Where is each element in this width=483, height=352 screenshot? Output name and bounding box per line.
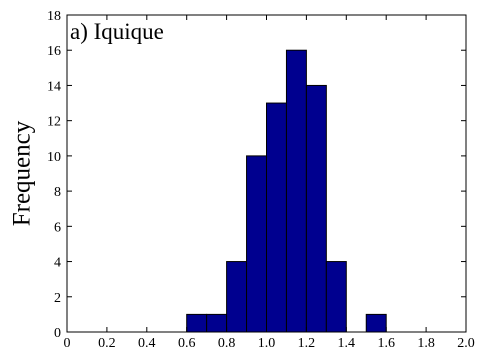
histogram-bar <box>226 261 248 333</box>
x-tick-label: 0 <box>64 336 71 351</box>
y-tick-label: 6 <box>54 220 61 235</box>
histogram-bar <box>246 155 268 333</box>
x-tick-label: 0.2 <box>98 336 116 351</box>
histogram-bar <box>206 313 228 333</box>
y-tick-label: 18 <box>47 9 61 24</box>
x-tick-label: 2.0 <box>457 336 475 351</box>
plot-frame <box>66 14 467 333</box>
y-axis-label: Frequency <box>9 120 36 226</box>
histogram-bar <box>325 261 347 333</box>
y-tick-label: 4 <box>54 256 61 271</box>
panel-label: a) Iquique <box>70 19 164 44</box>
y-tick-label: 14 <box>47 79 61 94</box>
x-tick-label: 0.8 <box>218 336 236 351</box>
x-tick-label: 1.8 <box>417 336 435 351</box>
histogram-bar <box>305 84 327 333</box>
histogram-bar <box>365 313 387 333</box>
y-tick-label: 10 <box>47 150 61 165</box>
y-tick-label: 2 <box>54 291 61 306</box>
x-tick-label: 1.4 <box>338 336 356 351</box>
ticks-layer: 0 0.2 0.4 0.6 0.8 1.0 1.2 1.4 1.6 1.8 2.0 0 2 4 6 8 10 12… <box>47 9 475 351</box>
histogram-bar <box>266 102 287 333</box>
x-tick-label: 0.4 <box>138 336 156 351</box>
x-tick-label: 1.0 <box>258 336 276 351</box>
histogram-bar <box>186 313 208 333</box>
x-tick-label: 1.6 <box>377 336 395 351</box>
x-tick-label: 1.2 <box>298 336 316 351</box>
x-tick-label: 0.6 <box>178 336 196 351</box>
y-tick-label: 16 <box>47 44 61 59</box>
y-tick-label: 0 <box>54 326 61 341</box>
y-tick-label: 8 <box>54 185 61 200</box>
histogram-bar <box>285 49 307 333</box>
y-tick-label: 12 <box>47 115 61 130</box>
bars-layer <box>186 49 387 333</box>
